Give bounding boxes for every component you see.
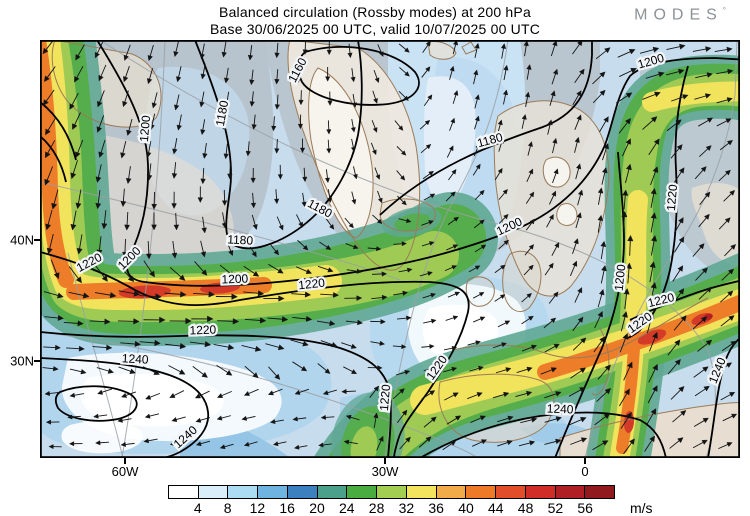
x-axis-label: 0 xyxy=(581,464,589,479)
x-axis-label: 60W xyxy=(111,464,139,479)
svg-text:1200: 1200 xyxy=(137,114,153,142)
colorbar-cell xyxy=(228,486,259,498)
svg-text:1200: 1200 xyxy=(612,263,629,291)
colorbar-cell xyxy=(555,486,586,498)
svg-text:1200: 1200 xyxy=(221,272,248,287)
colorbar-tick-label: 32 xyxy=(398,500,415,516)
colorbar-cell xyxy=(377,486,407,498)
y-axis-label: 30N xyxy=(10,353,34,369)
colorbar-tick-label: 56 xyxy=(577,500,593,516)
colorbar-cell xyxy=(287,486,318,498)
svg-text:1220: 1220 xyxy=(298,276,326,293)
chart-title: Balanced circulation (Rossby modes) at 2… xyxy=(219,4,531,20)
colorbar-cell xyxy=(436,486,467,498)
map-canvas: 1160 1180 1180 1180 1180 1200 1200 1200 1200 1200… xyxy=(40,40,740,458)
colorbar-tick-label: 16 xyxy=(279,500,295,516)
y-axis-tick xyxy=(34,360,40,362)
colorbar-cell xyxy=(169,486,199,498)
svg-text:1240: 1240 xyxy=(547,402,574,417)
windspeed-colorbar xyxy=(168,485,615,499)
colorbar-cell xyxy=(258,486,288,498)
colorbar-tick-label: 44 xyxy=(488,500,504,516)
chart-subtitle: Base 30/06/2025 00 UTC, valid 10/07/2025… xyxy=(209,21,541,37)
colorbar-tick-label: 28 xyxy=(368,500,385,516)
colorbar-tick-label: 48 xyxy=(517,500,534,516)
colorbar-cell xyxy=(347,486,378,498)
colorbar-cell xyxy=(496,486,526,498)
colorbar-tick-label: 36 xyxy=(428,500,444,516)
colorbar-cell xyxy=(317,486,348,498)
colorbar-tick-label: 12 xyxy=(249,500,266,516)
colorbar-cell xyxy=(198,486,229,498)
colorbar-tick-label: 40 xyxy=(458,500,474,516)
colorbar-unit: m/s xyxy=(630,500,653,516)
colorbar-tick-label: 4 xyxy=(193,500,202,516)
colorbar-cell xyxy=(585,486,615,498)
svg-text:1220: 1220 xyxy=(664,183,680,211)
x-axis-label: 30W xyxy=(371,464,399,479)
logo-degree-mark: ° xyxy=(722,6,726,15)
colorbar-tick-label: 8 xyxy=(223,500,232,516)
svg-text:1180: 1180 xyxy=(227,232,254,247)
colorbar-cell xyxy=(466,486,497,498)
colorbar-tick-label: 24 xyxy=(339,500,355,516)
colorbar-cell xyxy=(406,486,437,498)
x-axis-tick xyxy=(384,458,386,464)
colorbar-tick-label: 52 xyxy=(547,500,564,516)
x-axis-tick xyxy=(584,458,586,464)
colorbar-cell xyxy=(525,486,556,498)
svg-text:1220: 1220 xyxy=(189,323,216,338)
contour-quiver-map: 1160118011801180118012001200120012001200… xyxy=(40,40,740,458)
modes-logo: MODES° xyxy=(634,6,726,24)
svg-text:1220: 1220 xyxy=(377,383,393,411)
svg-text:1240: 1240 xyxy=(122,351,150,366)
y-axis-tick xyxy=(34,239,40,241)
y-axis-label: 40N xyxy=(10,232,34,248)
x-axis-tick xyxy=(124,458,126,464)
colorbar-tick-label: 20 xyxy=(309,500,325,516)
